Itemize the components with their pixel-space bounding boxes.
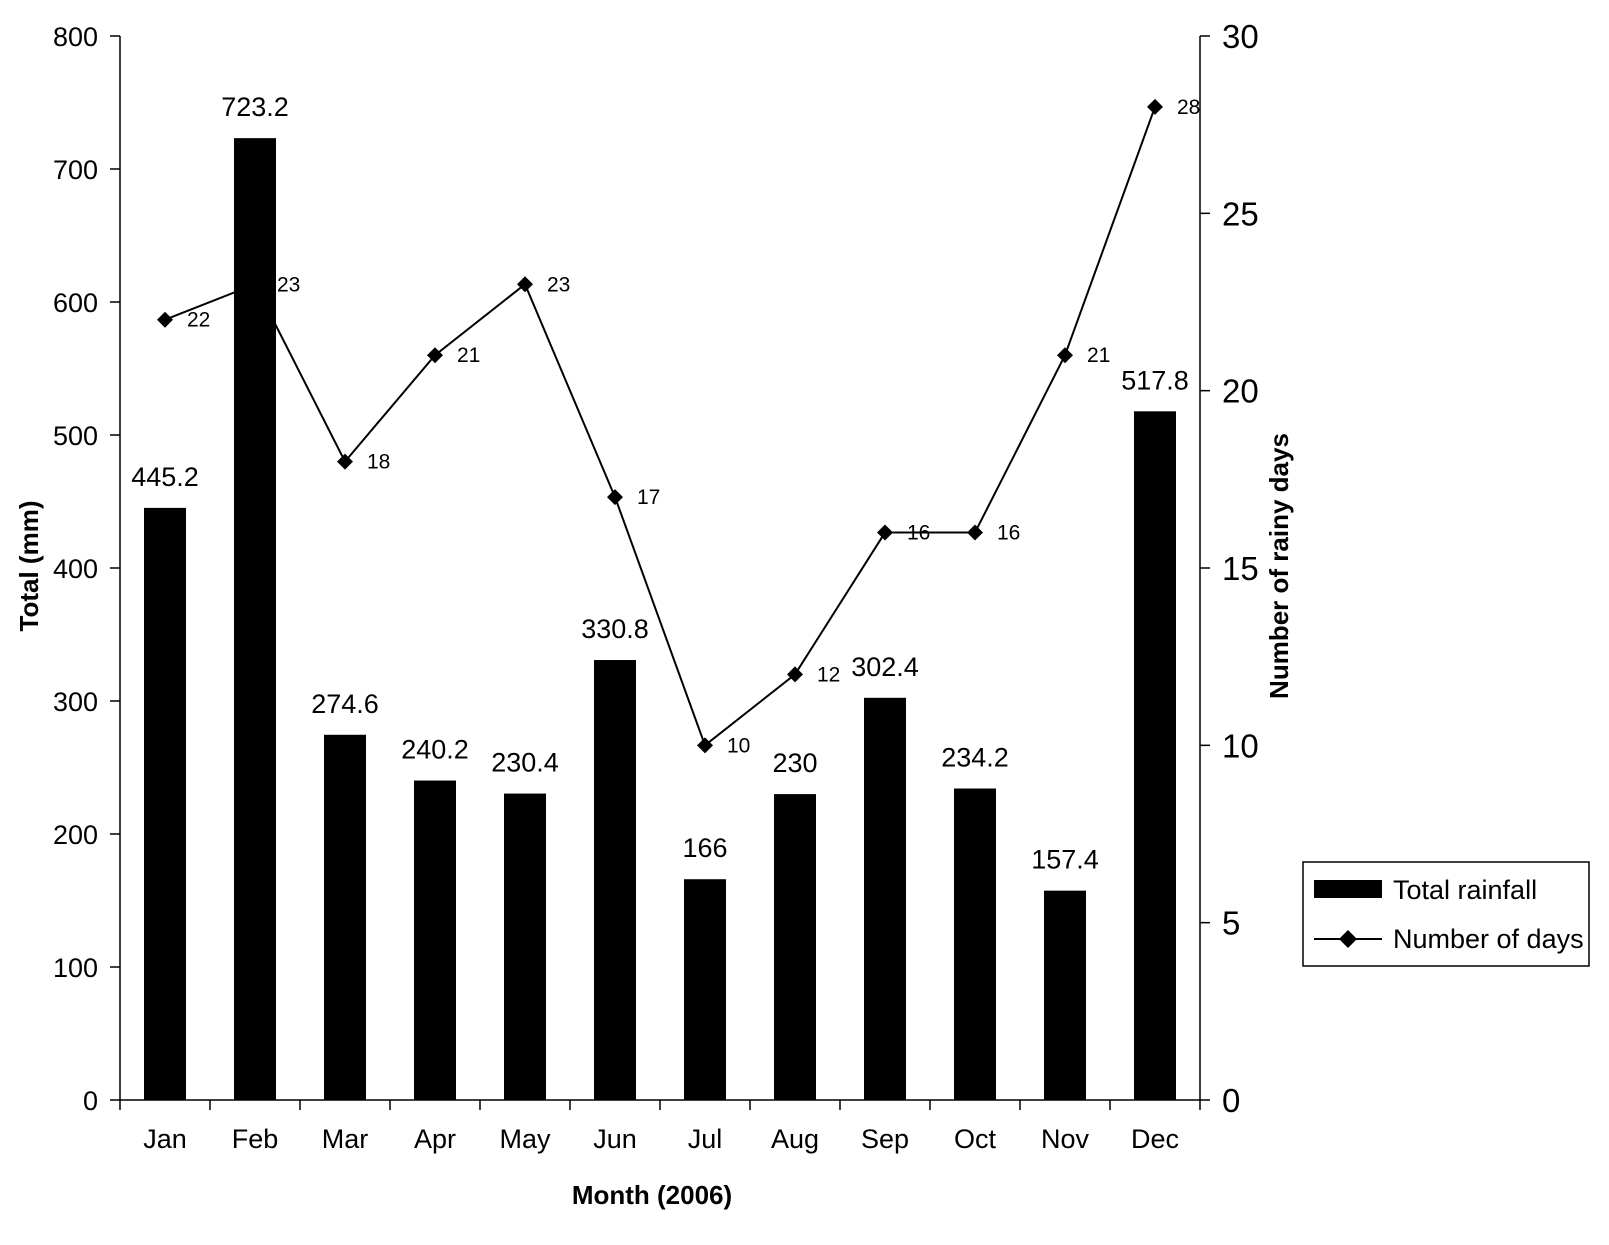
y2-tick-label: 30: [1222, 18, 1259, 55]
diamond-marker: [517, 276, 533, 293]
point-data-label: 16: [997, 522, 1020, 545]
diamond-marker: [1147, 98, 1163, 115]
bar: [1044, 890, 1086, 1100]
y-axis-title: Total (mm): [14, 501, 44, 632]
bar: [1134, 411, 1176, 1100]
point-data-label: 18: [367, 451, 390, 474]
point-data-label: 22: [187, 309, 210, 332]
y-tick-label: 400: [53, 554, 98, 584]
y2-axis-title: Number of rainy days: [1264, 433, 1294, 699]
point-data-label: 10: [727, 734, 750, 757]
y2-tick-label: 5: [1222, 905, 1240, 942]
bar-data-label: 723.2: [221, 92, 289, 122]
bar: [324, 734, 366, 1100]
legend: Total rainfall Number of days: [1302, 861, 1590, 967]
bar-data-label: 166: [682, 833, 727, 863]
x-tick-label: Apr: [414, 1124, 456, 1154]
point-data-label: 21: [1087, 344, 1110, 367]
days-line-path: [164, 106, 1156, 747]
x-tick-label: Oct: [954, 1124, 997, 1154]
bar-data-label: 330.8: [581, 614, 649, 644]
bar: [684, 879, 726, 1100]
diamond-marker: [337, 453, 353, 470]
y2-tick-label: 20: [1222, 373, 1259, 410]
bar: [234, 138, 276, 1101]
diamond-marker: [247, 276, 263, 293]
bar-data-label: 230.4: [491, 748, 559, 778]
point-data-label: 23: [547, 273, 570, 296]
x-tick-label: May: [499, 1124, 551, 1154]
x-tick-label: Sep: [861, 1124, 909, 1154]
bar-data-label: 445.2: [131, 462, 199, 492]
y-tick-label: 300: [53, 687, 98, 717]
bar: [954, 788, 996, 1100]
y2-tick-label: 0: [1222, 1082, 1240, 1119]
diamond-marker: [427, 347, 443, 364]
x-tick-label: Aug: [771, 1124, 819, 1154]
legend-label-rainfall: Total rainfall: [1393, 875, 1537, 905]
diamond-marker: [697, 737, 713, 754]
x-tick-label: Feb: [232, 1124, 279, 1154]
bar-data-label: 157.4: [1031, 845, 1099, 875]
point-data-label: 17: [637, 486, 660, 509]
point-labels: 22 23 18 21 23 17 10 12 16 16 21 28: [187, 96, 1200, 757]
x-axis-title: Month (2006): [572, 1180, 732, 1210]
point-data-label: 28: [1177, 96, 1200, 119]
bar-data-label: 274.6: [311, 689, 379, 719]
axes: 0 100 200 300 400 500 600 700 800 0 5 10 15 20 25 30 Jan…: [53, 18, 1259, 1154]
bar-data-label: 517.8: [1121, 365, 1189, 395]
point-data-label: 23: [277, 273, 300, 296]
y-tick-label: 100: [53, 953, 98, 983]
diamond-marker: [1057, 347, 1073, 364]
bar: [414, 780, 456, 1100]
y-tick-label: 200: [53, 820, 98, 850]
x-tick-label: Mar: [322, 1124, 369, 1154]
bar-data-label: 302.4: [851, 652, 919, 682]
bar-data-label: 234.2: [941, 743, 1009, 773]
x-tick-label: Jun: [593, 1124, 637, 1154]
legend-label-days: Number of days: [1393, 924, 1584, 954]
diamond-marker: [787, 666, 803, 683]
days-line: [157, 98, 1163, 754]
bar: [774, 794, 816, 1100]
diamond-marker: [157, 311, 173, 328]
diamond-marker: [607, 489, 623, 506]
legend-bar-swatch: [1314, 880, 1382, 898]
x-tick-label: Jul: [688, 1124, 723, 1154]
y-tick-label: 0: [83, 1086, 98, 1116]
bar: [594, 660, 636, 1100]
bar-labels: 445.2 723.2 274.6 240.2 230.4 330.8 166 230 302.…: [131, 92, 1189, 875]
bar: [504, 793, 546, 1100]
point-data-label: 21: [457, 344, 480, 367]
y2-tick-label: 25: [1222, 195, 1259, 232]
x-tick-label: Dec: [1131, 1124, 1179, 1154]
diamond-marker: [877, 524, 893, 541]
bar: [144, 507, 186, 1100]
y-tick-label: 700: [53, 155, 98, 185]
legend-box: [1302, 861, 1590, 967]
y-tick-label: 800: [53, 22, 98, 52]
x-tick-label: Nov: [1041, 1124, 1090, 1154]
bar-data-label: 240.2: [401, 735, 469, 765]
legend-diamond-marker: [1339, 930, 1357, 948]
y2-tick-label: 15: [1222, 550, 1259, 587]
x-tick-label: Jan: [143, 1124, 187, 1154]
bars: [144, 138, 1176, 1101]
bar-data-label: 230: [772, 748, 817, 778]
bar: [864, 697, 906, 1100]
y-tick-label: 500: [53, 421, 98, 451]
y2-tick-label: 10: [1222, 727, 1259, 764]
y-tick-label: 600: [53, 288, 98, 318]
point-data-label: 16: [907, 522, 930, 545]
point-data-label: 12: [817, 663, 840, 686]
diamond-marker: [967, 524, 983, 541]
